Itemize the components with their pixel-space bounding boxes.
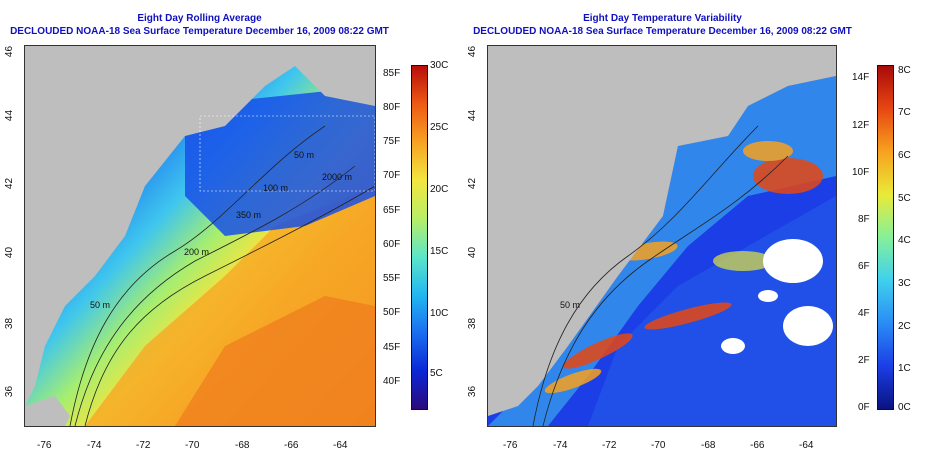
right-x-tick: -66	[750, 440, 765, 451]
left-x-tick: -70	[185, 440, 200, 451]
left-x-tick: -76	[37, 440, 52, 451]
land-mass	[488, 46, 836, 416]
right-x-tick: -64	[799, 440, 814, 451]
left-subtitle: DECLOUDED NOAA-18 Sea Surface Temperatur…	[10, 26, 389, 37]
left-colorbar-f-label: 40F	[383, 376, 401, 387]
left-y-tick: 40	[4, 246, 16, 259]
right-colorbar-c-label: 2C	[898, 321, 911, 332]
left-colorbar-f-label: 45F	[383, 342, 401, 353]
right-x-tick: -76	[503, 440, 518, 451]
left-x-tick: -72	[136, 440, 151, 451]
land-mass	[25, 46, 375, 406]
left-colorbar-f-label: 85F	[383, 68, 401, 79]
left-colorbar-f-label: 80F	[383, 102, 401, 113]
left-contour-label: 350 m	[236, 210, 262, 220]
left-x-tick: -66	[284, 440, 299, 451]
right-colorbar-c-label: 3C	[898, 278, 911, 289]
right-colorbar-c-label: 0C	[898, 402, 911, 413]
left-y-tick: 38	[4, 317, 16, 330]
left-colorbar-f-label: 60F	[383, 239, 401, 250]
left-x-tick: -68	[235, 440, 250, 451]
left-y-tick: 46	[4, 45, 16, 58]
left-colorbar-c-label: 30C	[430, 60, 449, 71]
right-colorbar-f-label: 14F	[852, 72, 870, 83]
right-x-tick: -74	[553, 440, 568, 451]
right-colorbar-f-label: 2F	[858, 355, 870, 366]
left-contour-label: 50 m	[90, 300, 111, 310]
left-colorbar-f-label: 75F	[383, 136, 401, 147]
right-colorbar-c-label: 6C	[898, 150, 911, 161]
right-y-tick: 46	[467, 45, 479, 58]
left-y-tick: 44	[4, 109, 16, 122]
right-colorbar-f-label: 6F	[858, 261, 870, 272]
left-colorbar-f-label: 55F	[383, 273, 401, 284]
right-variability-map	[487, 45, 837, 427]
left-contour-label: 2000 m	[322, 172, 353, 182]
right-y-tick: 42	[467, 177, 479, 190]
left-colorbar-f-label: 65F	[383, 205, 401, 216]
left-colorbar-f-label: 50F	[383, 307, 401, 318]
left-colorbar-f-label: 70F	[383, 170, 401, 181]
right-colorbar-c-label: 7C	[898, 107, 911, 118]
right-y-tick: 38	[467, 317, 479, 330]
right-colorbar-f-label: 0F	[858, 402, 870, 413]
right-title: Eight Day Temperature Variability	[583, 13, 742, 24]
left-sst-map	[24, 45, 376, 427]
right-y-tick: 44	[467, 109, 479, 122]
right-x-tick: -72	[602, 440, 617, 451]
right-contour-label: 50 m	[560, 300, 581, 310]
right-colorbar-c-label: 4C	[898, 235, 911, 246]
left-colorbar-c-label: 5C	[430, 368, 443, 379]
right-y-tick: 40	[467, 246, 479, 259]
left-colorbar-c-label: 25C	[430, 122, 449, 133]
left-y-tick: 36	[4, 385, 16, 398]
left-contour-label: 100 m	[263, 183, 289, 193]
right-colorbar-f-label: 8F	[858, 214, 870, 225]
right-colorbar-c-label: 1C	[898, 363, 911, 374]
right-colorbar-c-label: 8C	[898, 65, 911, 76]
left-colorbar-c-label: 20C	[430, 184, 449, 195]
left-colorbar	[411, 65, 428, 410]
right-colorbar-f-label: 10F	[852, 167, 870, 178]
right-x-tick: -70	[651, 440, 666, 451]
right-colorbar-f-label: 12F	[852, 120, 870, 131]
right-x-tick: -68	[701, 440, 716, 451]
left-title: Eight Day Rolling Average	[137, 13, 262, 24]
right-y-tick: 36	[467, 385, 479, 398]
left-y-tick: 42	[4, 177, 16, 190]
right-colorbar-c-label: 5C	[898, 193, 911, 204]
left-colorbar-c-label: 15C	[430, 246, 449, 257]
left-contour-label: 50 m	[294, 150, 315, 160]
left-contour-label: 200 m	[184, 247, 210, 257]
right-subtitle: DECLOUDED NOAA-18 Sea Surface Temperatur…	[473, 26, 852, 37]
left-x-tick: -74	[87, 440, 102, 451]
right-colorbar	[877, 65, 894, 410]
right-colorbar-f-label: 4F	[858, 308, 870, 319]
left-x-tick: -64	[333, 440, 348, 451]
left-colorbar-c-label: 10C	[430, 308, 449, 319]
